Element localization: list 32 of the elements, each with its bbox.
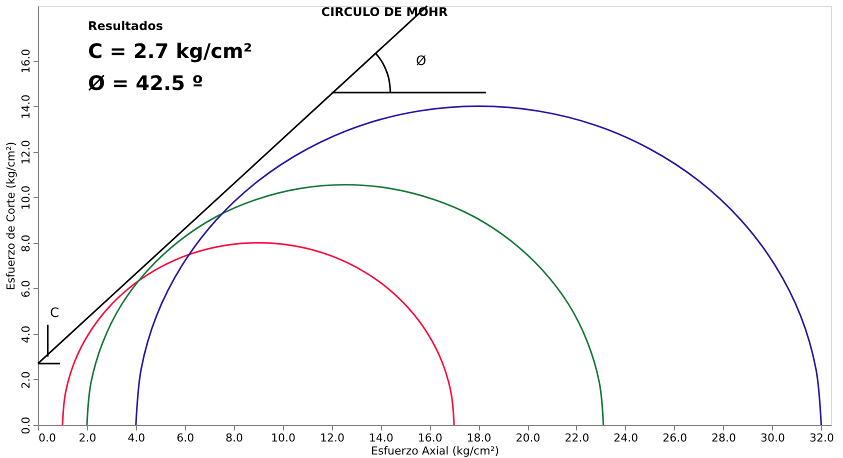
y-tick-label: 16.0 xyxy=(20,48,32,74)
x-tick-label: 4.0 xyxy=(128,432,146,444)
x-tick-label: 18.0 xyxy=(466,432,492,444)
y-tick-label: 12.0 xyxy=(20,140,32,164)
annotation: C = 2.7 kg/cm² xyxy=(88,39,252,63)
x-tick-label: 16.0 xyxy=(418,432,442,444)
x-tick-label: 26.0 xyxy=(662,432,688,444)
x-tick-label: 12.0 xyxy=(320,432,344,444)
x-tick-label: 30.0 xyxy=(760,432,786,444)
x-tick-label: 28.0 xyxy=(712,432,736,444)
annotation: Ø xyxy=(416,54,426,69)
x-tick-label: 22.0 xyxy=(564,432,590,444)
annotation: Resultados xyxy=(88,19,163,33)
x-tick-label: 14.0 xyxy=(368,432,394,444)
x-tick-label: 24.0 xyxy=(614,432,638,444)
x-tick-label: 10.0 xyxy=(271,432,296,444)
x-axis-title: Esfuerzo Axial (kg/cm²) xyxy=(370,444,500,458)
x-tick-label: 8.0 xyxy=(226,432,244,444)
y-tick-label: 4.0 xyxy=(20,326,32,344)
annotation: C xyxy=(50,306,60,321)
y-tick-label: 2.0 xyxy=(20,371,32,389)
x-tick-label: 32.0 xyxy=(809,432,834,444)
annotation: Ø = 42.5 º xyxy=(88,71,204,95)
x-tick-label: 20.0 xyxy=(516,432,540,444)
x-tick-label: 2.0 xyxy=(78,432,96,444)
x-tick-label: 0.0 xyxy=(38,432,56,444)
x-tick-label: 6.0 xyxy=(176,432,194,444)
y-tick-label: 14.0 xyxy=(20,94,32,119)
y-axis-title: Esfuerzo de Corte (kg/cm²) xyxy=(4,142,18,290)
y-tick-label: 8.0 xyxy=(20,234,32,252)
y-tick-label: 10.0 xyxy=(20,186,32,210)
y-tick-label: 6.0 xyxy=(20,280,32,298)
